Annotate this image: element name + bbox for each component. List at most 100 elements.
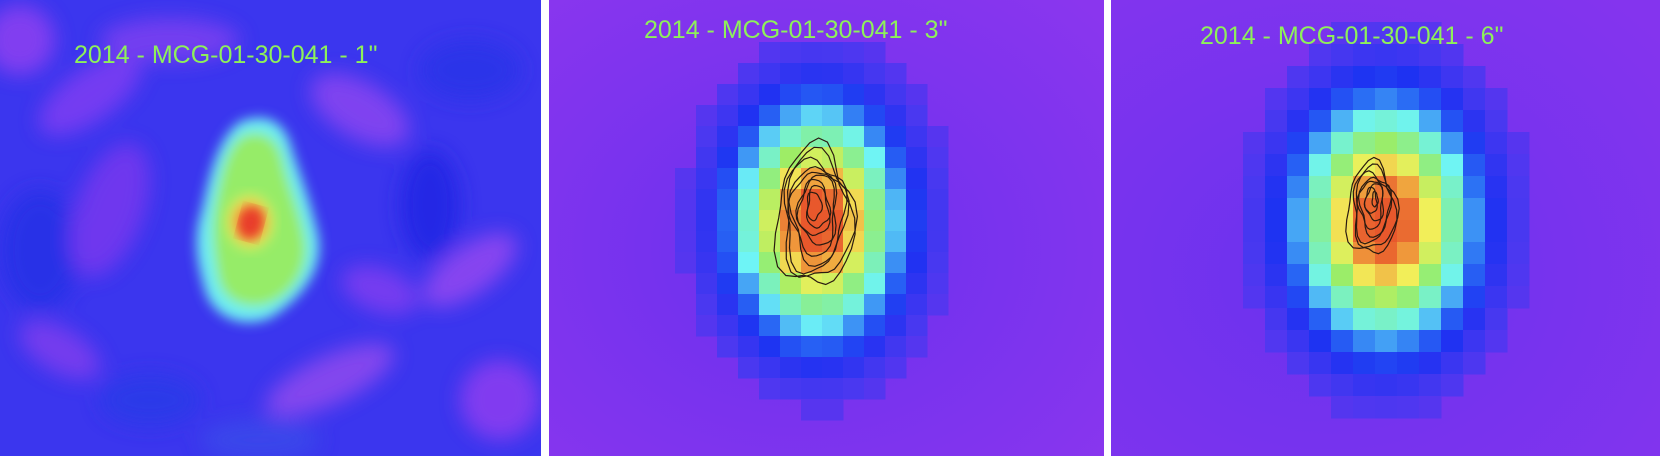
map-pixel — [717, 105, 739, 127]
map-pixel — [1331, 330, 1354, 353]
map-pixel — [885, 105, 907, 127]
map-pixel — [822, 63, 844, 85]
map-pixel — [1441, 198, 1464, 221]
map-pixel — [759, 189, 781, 211]
map-pixel — [1309, 242, 1332, 265]
map-pixel — [906, 126, 928, 148]
map-pixel — [1397, 132, 1420, 155]
map-pixel — [1397, 286, 1420, 309]
map-pixel — [906, 315, 928, 337]
map-pixel — [906, 105, 928, 127]
map-pixel — [1463, 110, 1486, 133]
map-pixel — [1441, 110, 1464, 133]
map-pixel — [1331, 308, 1354, 331]
map-pixel — [885, 84, 907, 106]
map-pixel — [822, 336, 844, 358]
map-pixel — [1485, 264, 1508, 287]
map-pixel — [1287, 264, 1310, 287]
map-pixel — [801, 105, 823, 127]
map-pixel — [1419, 330, 1442, 353]
map-pixel — [696, 126, 718, 148]
map-pixel — [696, 294, 718, 316]
map-pixel — [843, 378, 865, 400]
map-pixel — [1397, 220, 1420, 243]
map-pixel — [1485, 286, 1508, 309]
map-pixel — [1507, 286, 1530, 309]
map-pixel — [1243, 176, 1266, 199]
map-pixel — [738, 105, 760, 127]
map-pixel — [1331, 242, 1354, 265]
map-pixel — [1375, 132, 1398, 155]
map-pixel — [1463, 242, 1486, 265]
map-pixel — [864, 189, 886, 211]
map-pixel — [1441, 88, 1464, 111]
map-pixel — [864, 147, 886, 169]
map-pixel — [1265, 88, 1288, 111]
map-pixel — [1309, 176, 1332, 199]
map-pixel — [927, 210, 949, 232]
map-pixel — [696, 273, 718, 295]
map-pixel — [1309, 330, 1332, 353]
map-pixel — [717, 336, 739, 358]
map-pixel — [1265, 330, 1288, 353]
map-pixel — [717, 168, 739, 190]
map-pixel — [738, 315, 760, 337]
map-pixel — [1397, 330, 1420, 353]
map-pixel — [927, 126, 949, 148]
map-pixel — [906, 210, 928, 232]
map-pixel — [780, 126, 802, 148]
map-pixel — [1331, 154, 1354, 177]
map-pixel — [864, 168, 886, 190]
map-pixel — [1397, 44, 1420, 67]
map-pixel — [780, 336, 802, 358]
map-pixel — [801, 84, 823, 106]
map-pixel — [717, 252, 739, 274]
map-pixel — [1265, 154, 1288, 177]
map-pixel — [822, 378, 844, 400]
map-pixel — [1287, 198, 1310, 221]
map-pixel — [822, 315, 844, 337]
map-pixel — [822, 189, 844, 211]
map-pixel — [843, 63, 865, 85]
map-pixel — [1397, 264, 1420, 287]
contour-line — [1356, 180, 1384, 230]
map-pixel — [738, 63, 760, 85]
map-pixel — [1265, 132, 1288, 155]
map-pixel — [675, 231, 697, 253]
map-pixel — [1463, 88, 1486, 111]
map-pixel — [1441, 330, 1464, 353]
map-pixel — [738, 126, 760, 148]
map-pixel — [1287, 220, 1310, 243]
map-pixel — [1331, 44, 1354, 67]
map-pixel — [1265, 198, 1288, 221]
map-pixel — [885, 63, 907, 85]
map-pixel — [780, 84, 802, 106]
map-pixel — [843, 294, 865, 316]
map-pixel — [801, 399, 823, 421]
map-pixel — [864, 63, 886, 85]
map-pixel — [906, 84, 928, 106]
map-pixel — [1419, 22, 1442, 45]
map-pixel — [1419, 308, 1442, 331]
map-pixel — [1441, 220, 1464, 243]
map-pixel — [780, 42, 802, 64]
map-pixel — [717, 189, 739, 211]
map-pixel — [675, 189, 697, 211]
map-pixel — [780, 231, 802, 253]
contour-line — [773, 137, 856, 286]
contour-line — [1354, 163, 1400, 249]
map-pixel — [717, 126, 739, 148]
map-pixel — [1287, 308, 1310, 331]
map-pixel — [696, 168, 718, 190]
map-pixel — [864, 84, 886, 106]
map-pixel — [1331, 132, 1354, 155]
map-pixel — [1419, 66, 1442, 89]
map-pixel — [759, 273, 781, 295]
map-pixel — [1353, 88, 1376, 111]
map-pixel — [885, 147, 907, 169]
map-pixel — [717, 210, 739, 232]
map-pixel — [780, 105, 802, 127]
map-pixel — [1397, 154, 1420, 177]
map-pixel — [927, 252, 949, 274]
map-pixel — [885, 189, 907, 211]
